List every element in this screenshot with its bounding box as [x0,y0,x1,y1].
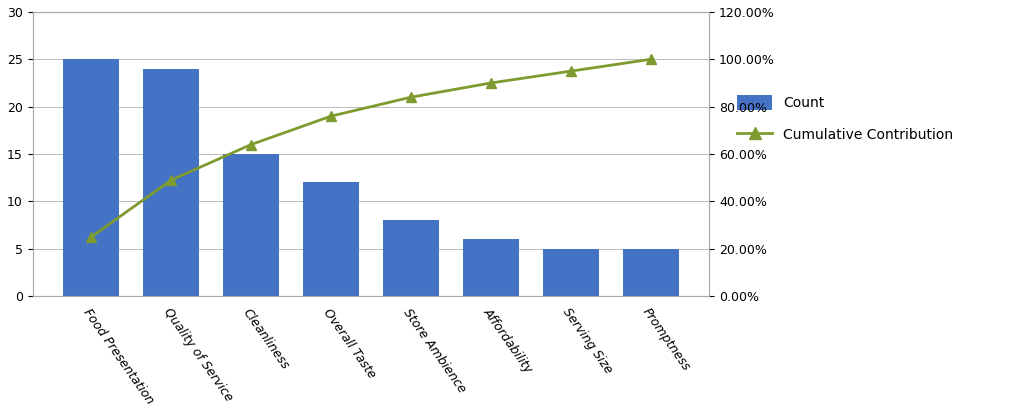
Bar [303,183,359,296]
Bar [63,59,119,296]
Bar [623,249,679,296]
Bar [543,249,599,296]
Bar [143,69,199,296]
Bar [223,154,280,296]
Legend: Count, Cumulative Contribution: Count, Cumulative Contribution [732,90,958,147]
Bar [463,239,519,296]
Bar [383,220,439,296]
